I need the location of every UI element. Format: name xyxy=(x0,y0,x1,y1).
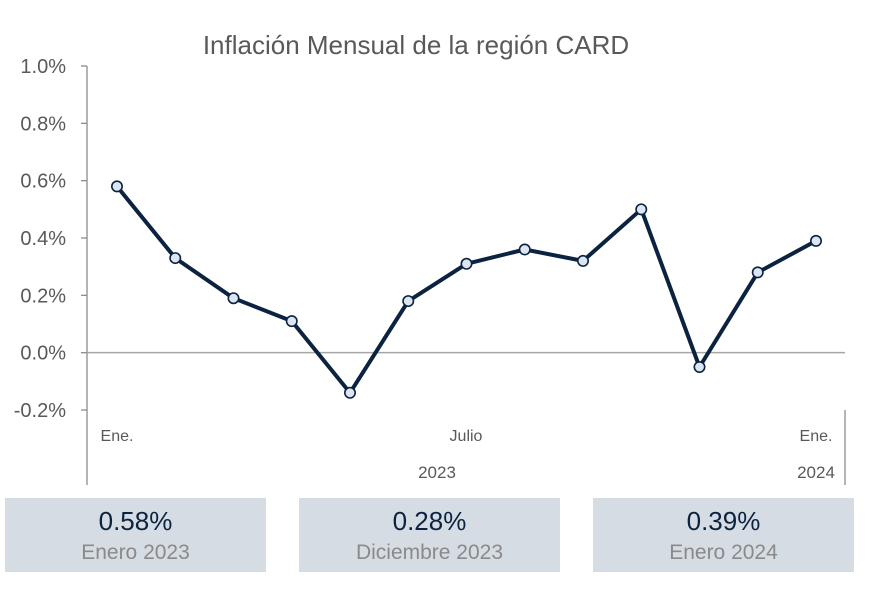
data-point xyxy=(343,386,356,399)
summary-card-value: 0.58% xyxy=(98,506,173,536)
y-tick-label: 1.0% xyxy=(20,56,66,78)
data-point xyxy=(809,234,822,247)
x-year-label: 2023 xyxy=(418,463,456,482)
summary-card-value: 0.39% xyxy=(686,506,761,536)
summary-card-label: Diciembre 2023 xyxy=(355,541,504,564)
x-axis: Ene. Julio Ene. 2023 2024 xyxy=(87,351,846,485)
x-month-label: Ene. xyxy=(800,428,833,445)
series-layer xyxy=(111,180,822,399)
x-month-label: Julio xyxy=(450,428,483,445)
x-month-label: Ene. xyxy=(101,428,134,445)
data-point xyxy=(402,295,415,308)
data-point xyxy=(460,257,473,270)
data-point xyxy=(227,292,240,305)
y-tick-label: 0.6% xyxy=(20,171,66,193)
data-point xyxy=(169,252,182,265)
data-point xyxy=(285,315,298,328)
summary-card-diciembre-2023: 0.28% Diciembre 2023 xyxy=(299,498,560,572)
summary-card-enero-2024: 0.39% Enero 2024 xyxy=(593,498,854,572)
y-tick-label: 0.8% xyxy=(20,113,66,135)
summary-card-value: 0.28% xyxy=(392,506,467,536)
data-point xyxy=(751,266,764,279)
y-tick-label: 0.0% xyxy=(20,343,66,365)
y-tick-label: -0.2% xyxy=(14,400,66,422)
data-point xyxy=(693,360,706,373)
chart-title: Inflación Mensual de la región CARD xyxy=(203,30,629,60)
y-tick-label: 0.4% xyxy=(20,228,66,250)
data-point xyxy=(111,180,124,193)
summary-card-enero-2023: 0.58% Enero 2023 xyxy=(5,498,266,572)
y-axis: 1.0% 0.8% 0.6% 0.4% 0.2% 0.0% -0.2% xyxy=(14,56,88,485)
summary-card-label: Enero 2023 xyxy=(81,541,190,564)
x-year-label: 2024 xyxy=(797,463,835,482)
data-point xyxy=(576,254,589,267)
y-tick-label: 0.2% xyxy=(20,285,66,307)
data-point xyxy=(518,243,531,256)
summary-card-label: Enero 2024 xyxy=(669,541,778,564)
series-line xyxy=(115,184,818,395)
data-point xyxy=(635,203,648,216)
